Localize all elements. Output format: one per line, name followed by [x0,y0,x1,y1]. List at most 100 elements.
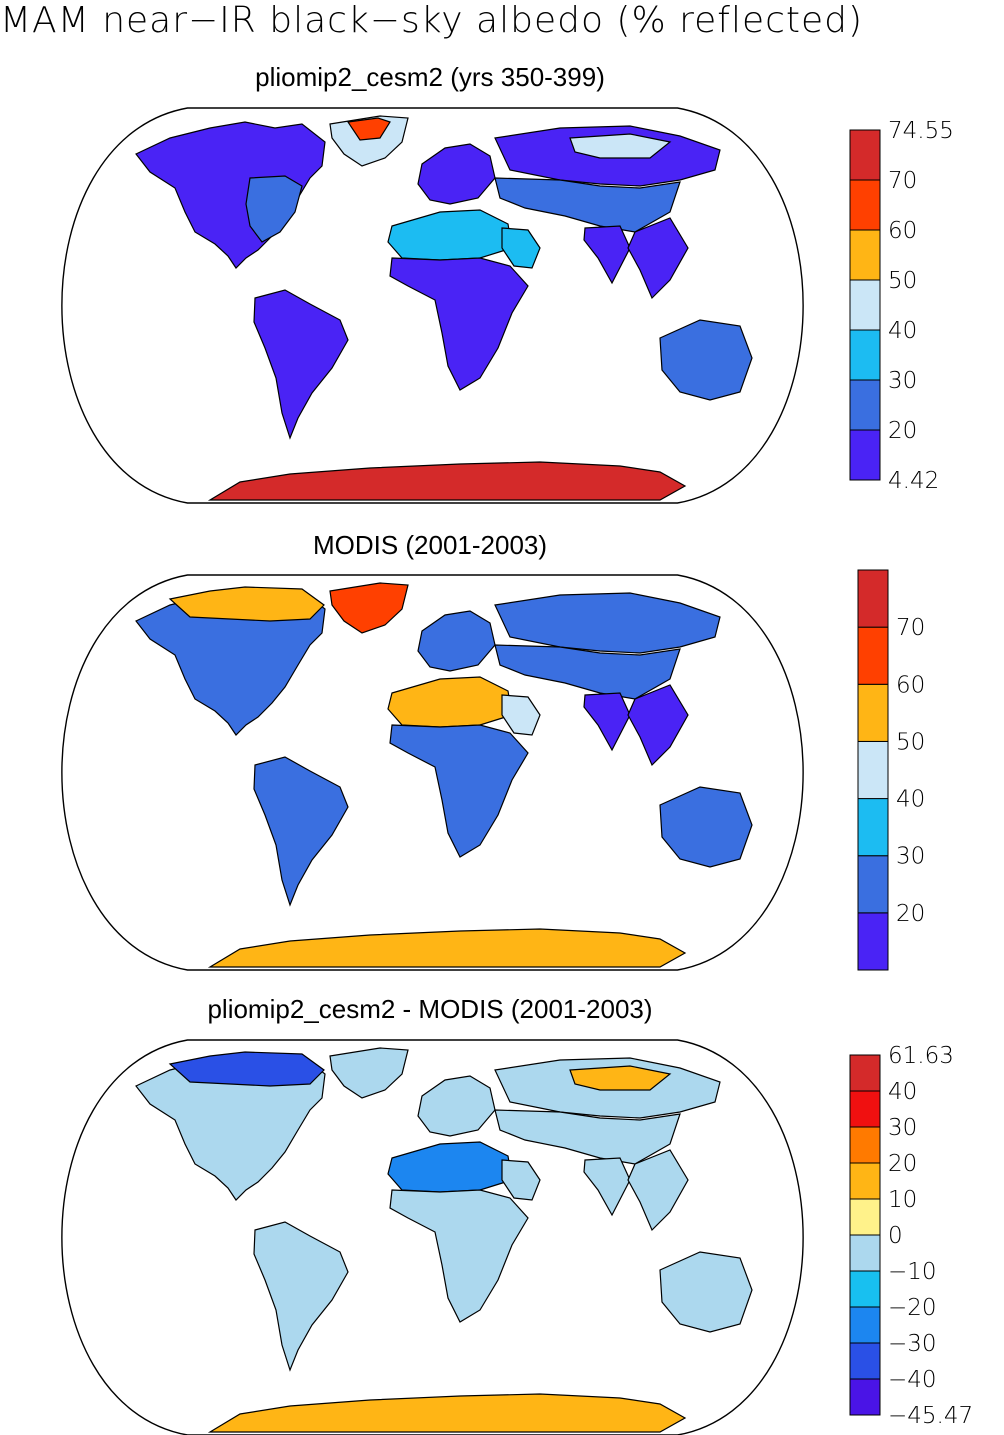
colorbar-swatch-0 [849,429,881,481]
map-difference-albedo [61,1039,804,1435]
region-australia [659,786,753,868]
region-southeast-asia [627,1149,689,1232]
colorbar-difference: 61.63 40 30 20 10 0 −10 −20 −30 −40 −45.47 [849,1043,973,1429]
colorbar-swatch-6 [849,1162,881,1200]
colorbar-swatch-5 [849,1198,881,1236]
colorbar-swatch-3 [849,279,881,331]
colorbar-tick-label: 30 [888,368,917,394]
region-arabia [501,227,541,269]
colorbar-tick-label: 50 [888,268,917,294]
region-south-america [253,1221,349,1372]
colorbar-tick-label: 50 [896,729,925,755]
map-modis-albedo [61,574,804,971]
colorbar-swatch-1 [849,1342,881,1380]
map-border [61,107,804,504]
colorbar-tick-label: 30 [888,1115,917,1141]
colorbar-tick-label: 20 [896,901,925,927]
region-eastern-north-america [245,175,303,243]
colorbar-swatch-1 [849,379,881,431]
colorbar-tick-label: −30 [888,1331,937,1357]
page-title: MAM near−IR black−sky albedo (% reflecte… [0,0,864,41]
region-greenland [329,115,409,167]
region-greenland-summit [346,117,391,141]
region-antarctica [207,928,687,968]
colorbar-swatch-6 [849,129,881,181]
colorbar-tick-label: 60 [896,672,925,698]
region-australia [659,319,753,401]
colorbar-swatch-4 [857,683,889,742]
colorbar-tick-label: 30 [896,844,925,870]
colorbar-tick-label: 40 [888,318,917,344]
colorbar-tick-label: 70 [888,168,917,194]
colorbar-swatch-2 [849,329,881,381]
colorbar-tick-label: 0 [888,1223,903,1249]
region-india [583,1157,631,1217]
colorbar-swatch-8 [849,1090,881,1128]
region-northern-siberia [569,1065,672,1091]
region-sahara [387,676,513,728]
colorbar-tick-label: 40 [888,1079,917,1105]
colorbar-swatch-2 [857,798,889,857]
colorbar-swatch-4 [849,1234,881,1272]
map-model-albedo [61,107,804,504]
colorbar-tick-label: −45.47 [888,1403,973,1429]
colorbar-swatch-3 [857,740,889,800]
colorbar-swatch-2 [849,1306,881,1344]
region-australia [659,1251,753,1333]
region-india [583,692,631,752]
colorbar-tick-label: 61.63 [888,1043,954,1069]
region-south-america [253,756,349,907]
colorbar-swatch-7 [849,1126,881,1164]
colorbar-swatch-9 [849,1054,881,1092]
region-arabia [501,694,541,736]
colorbar-swatch-1 [857,855,889,914]
colorbar-tick-label: 20 [888,418,917,444]
colorbar-tick-label: 60 [888,218,917,244]
colorbar-swatch-3 [849,1270,881,1308]
colorbar-swatch-6 [857,569,889,628]
region-greenland [329,1047,409,1099]
colorbar-swatch-0 [857,912,889,971]
colorbar-tick-label: 40 [896,787,925,813]
panel-title-difference: pliomip2_cesm2 - MODIS (2001-2003) [207,994,653,1024]
region-europe [417,1075,496,1137]
region-india [583,225,631,285]
region-northern-canada [168,586,325,622]
region-northern-siberia [569,133,672,159]
region-southeast-asia [627,217,689,300]
region-northern-canada [168,1051,325,1087]
colorbar-swatch-0 [849,1378,881,1416]
region-greenland [329,582,409,634]
region-europe [417,143,496,205]
region-sub-saharan-africa [389,724,529,858]
colorbar-tick-label: 70 [896,615,925,641]
region-siberia [494,592,721,654]
colorbar-model: 74.55 70 60 50 40 30 20 4.42 [849,118,954,494]
region-sub-saharan-africa [389,257,529,391]
region-sahara [387,1141,513,1193]
region-antarctica [207,1393,687,1433]
colorbar-tick-label: 10 [888,1187,917,1213]
colorbar-modis: 70 60 50 40 30 20 [857,569,925,971]
colorbar-swatch-4 [849,229,881,281]
region-antarctica [207,461,687,501]
panel-title-modis: MODIS (2001-2003) [312,530,548,560]
region-sub-saharan-africa [389,1189,529,1323]
region-south-america [253,289,349,440]
colorbar-tick-label: 20 [888,1151,917,1177]
panel-title-model: pliomip2_cesm2 (yrs 350-399) [255,62,605,92]
region-central-asia [494,644,681,700]
colorbar-tick-label: −40 [888,1367,937,1393]
colorbar-tick-label: 74.55 [888,118,954,144]
colorbar-tick-label: −20 [888,1295,937,1321]
map-border [61,574,804,971]
colorbar-tick-label: 4.42 [888,468,939,494]
region-europe [417,610,496,672]
region-central-asia [494,1109,681,1165]
colorbar-tick-label: −10 [888,1259,937,1285]
region-arabia [501,1159,541,1201]
region-central-asia [494,177,681,233]
colorbar-swatch-5 [857,626,889,685]
region-sahara [387,209,513,261]
colorbar-swatch-5 [849,179,881,231]
